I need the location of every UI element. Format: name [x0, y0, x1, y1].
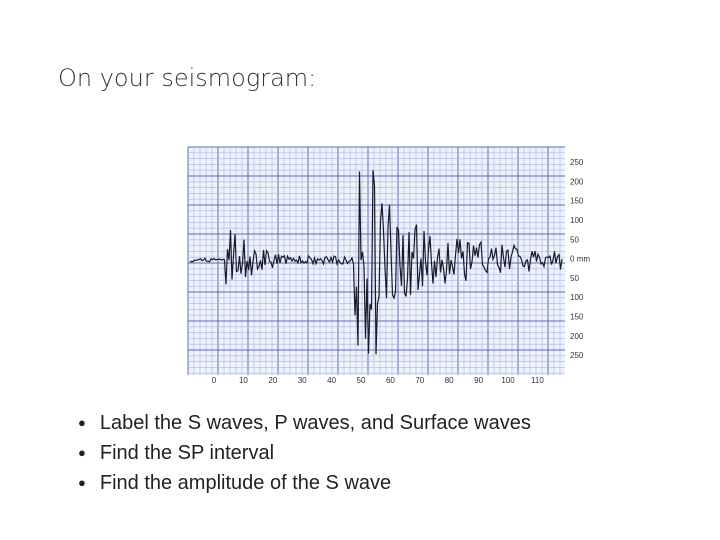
y-axis-label: 50	[570, 274, 579, 283]
y-axis-label: 50	[570, 235, 579, 244]
y-axis-label: 100	[570, 293, 584, 302]
x-axis-label: 50	[357, 376, 366, 385]
x-axis-label: 40	[327, 376, 336, 385]
x-axis-label: 90	[474, 376, 483, 385]
y-axis-label: 200	[570, 177, 584, 186]
y-axis-label: 250	[570, 351, 584, 360]
bullet: Find the SP interval	[78, 438, 531, 468]
x-axis-label: 0	[212, 376, 217, 385]
y-axis-label: 250	[570, 158, 584, 167]
x-axis-label: 110	[531, 376, 544, 385]
x-axis-label: 60	[386, 376, 395, 385]
seismic-trace	[189, 170, 563, 355]
slide-title: On your seismogram:	[58, 64, 317, 92]
bullet: Label the S waves, P waves, and Surface …	[78, 408, 531, 438]
x-axis-label: 20	[268, 376, 277, 385]
bullet-list: Label the S waves, P waves, and Surface …	[78, 408, 531, 498]
x-axis-label: 100	[501, 376, 515, 385]
grid	[187, 146, 565, 375]
axis-labels: 0 10 20 30 40 50 60 70 80 90 100 110 250 200 150 100 50 0…	[212, 158, 591, 385]
y-axis-label: 150	[570, 313, 584, 322]
y-axis-label: 200	[570, 332, 584, 341]
x-axis-label: 70	[415, 376, 424, 385]
seismogram: 0 10 20 30 40 50 60 70 80 90 100 110 250 200 150 100 50 0…	[187, 146, 591, 385]
y-axis-label: 100	[570, 216, 584, 225]
x-axis-label: 10	[239, 376, 248, 385]
x-axis-label: 30	[298, 376, 307, 385]
y-axis-label: 150	[570, 197, 584, 206]
x-axis-label: 80	[445, 376, 454, 385]
y-axis-label: 0 mm	[570, 255, 590, 264]
bullet: Find the amplitude of the S wave	[78, 468, 531, 498]
